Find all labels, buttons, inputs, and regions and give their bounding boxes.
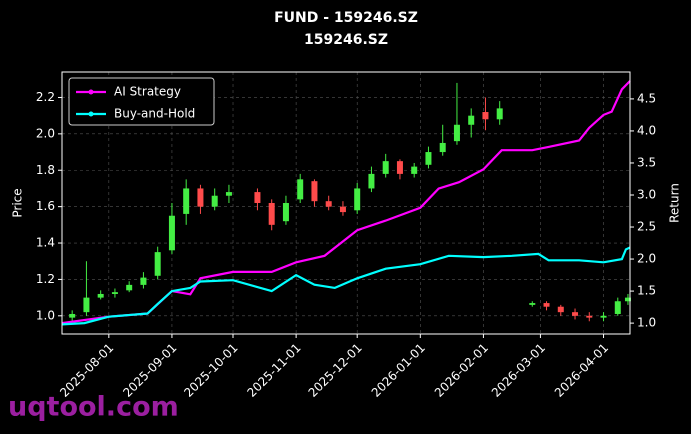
y2-tick-label: 1.0 (637, 316, 656, 330)
candle-body (382, 161, 389, 174)
candle-body (600, 315, 607, 318)
y2-tick-label: 4.5 (637, 91, 656, 105)
candle-body (482, 112, 489, 120)
return-line (61, 80, 631, 325)
watermark: uqtool.com (8, 392, 179, 423)
candle-body (69, 313, 76, 318)
candle-body (225, 192, 232, 196)
y-tick-label: 1.2 (36, 272, 55, 286)
candle-body (586, 315, 593, 318)
candle-body (183, 188, 190, 214)
y-tick-label: 1.6 (36, 199, 55, 213)
candle-body (354, 188, 361, 211)
candle-body (97, 293, 104, 298)
return-line (61, 246, 631, 326)
candle-body (83, 297, 90, 313)
candle-body (154, 252, 161, 276)
candle-body (557, 306, 564, 313)
y-tick-label: 1.0 (36, 308, 55, 322)
candle-body (439, 142, 446, 153)
chart-subtitle: 159246.SZ (304, 32, 388, 48)
y-tick-label: 1.4 (36, 236, 55, 250)
y-axis-label: Price (11, 188, 25, 217)
plot-frame (61, 71, 631, 335)
legend-marker (88, 89, 94, 95)
legend-label: Buy-and-Hold (114, 107, 195, 121)
legend-marker (88, 111, 94, 117)
candle-body (368, 173, 375, 189)
candle-body (453, 124, 460, 142)
legend-label: AI Strategy (114, 85, 181, 99)
legend: AI Strategy Buy-and-Hold (68, 77, 215, 126)
candle-body (126, 284, 133, 291)
y2-tick-label: 4.0 (637, 123, 656, 137)
y2-tick-label: 3.5 (637, 155, 656, 169)
candle-body (254, 192, 261, 203)
candle-body (496, 108, 503, 120)
candle-body (211, 195, 218, 207)
y-tick-label: 2.2 (36, 90, 55, 104)
y2-axis-label: Return (668, 183, 682, 223)
y-tick-label: 2.0 (36, 126, 55, 140)
candle-body (311, 181, 318, 202)
candle-body (411, 166, 418, 174)
y2-tick-label: 2.0 (637, 252, 656, 266)
candle-body (325, 201, 332, 207)
chart-title: FUND - 159246.SZ (274, 10, 418, 26)
candle-body (268, 203, 275, 225)
candle-body (111, 292, 118, 294)
marks-layer (61, 80, 631, 326)
y2-tick-label: 2.5 (637, 220, 656, 234)
candle-body (339, 206, 346, 213)
candle-body (572, 312, 579, 316)
candle-body (614, 301, 621, 314)
candle-body (297, 179, 304, 200)
y-tick-label: 1.8 (36, 163, 55, 177)
candle-body (140, 277, 147, 285)
candle-body (468, 115, 475, 125)
y2-tick-label: 1.5 (637, 284, 656, 298)
candle-body (396, 161, 403, 174)
candle-body (543, 303, 550, 307)
candle-body (529, 303, 536, 305)
candle-body (168, 215, 175, 251)
y2-tick-label: 3.0 (637, 187, 656, 201)
candle-body (197, 188, 204, 207)
candle-body (425, 152, 432, 165)
candle-body (624, 297, 631, 302)
candle-body (282, 203, 289, 222)
